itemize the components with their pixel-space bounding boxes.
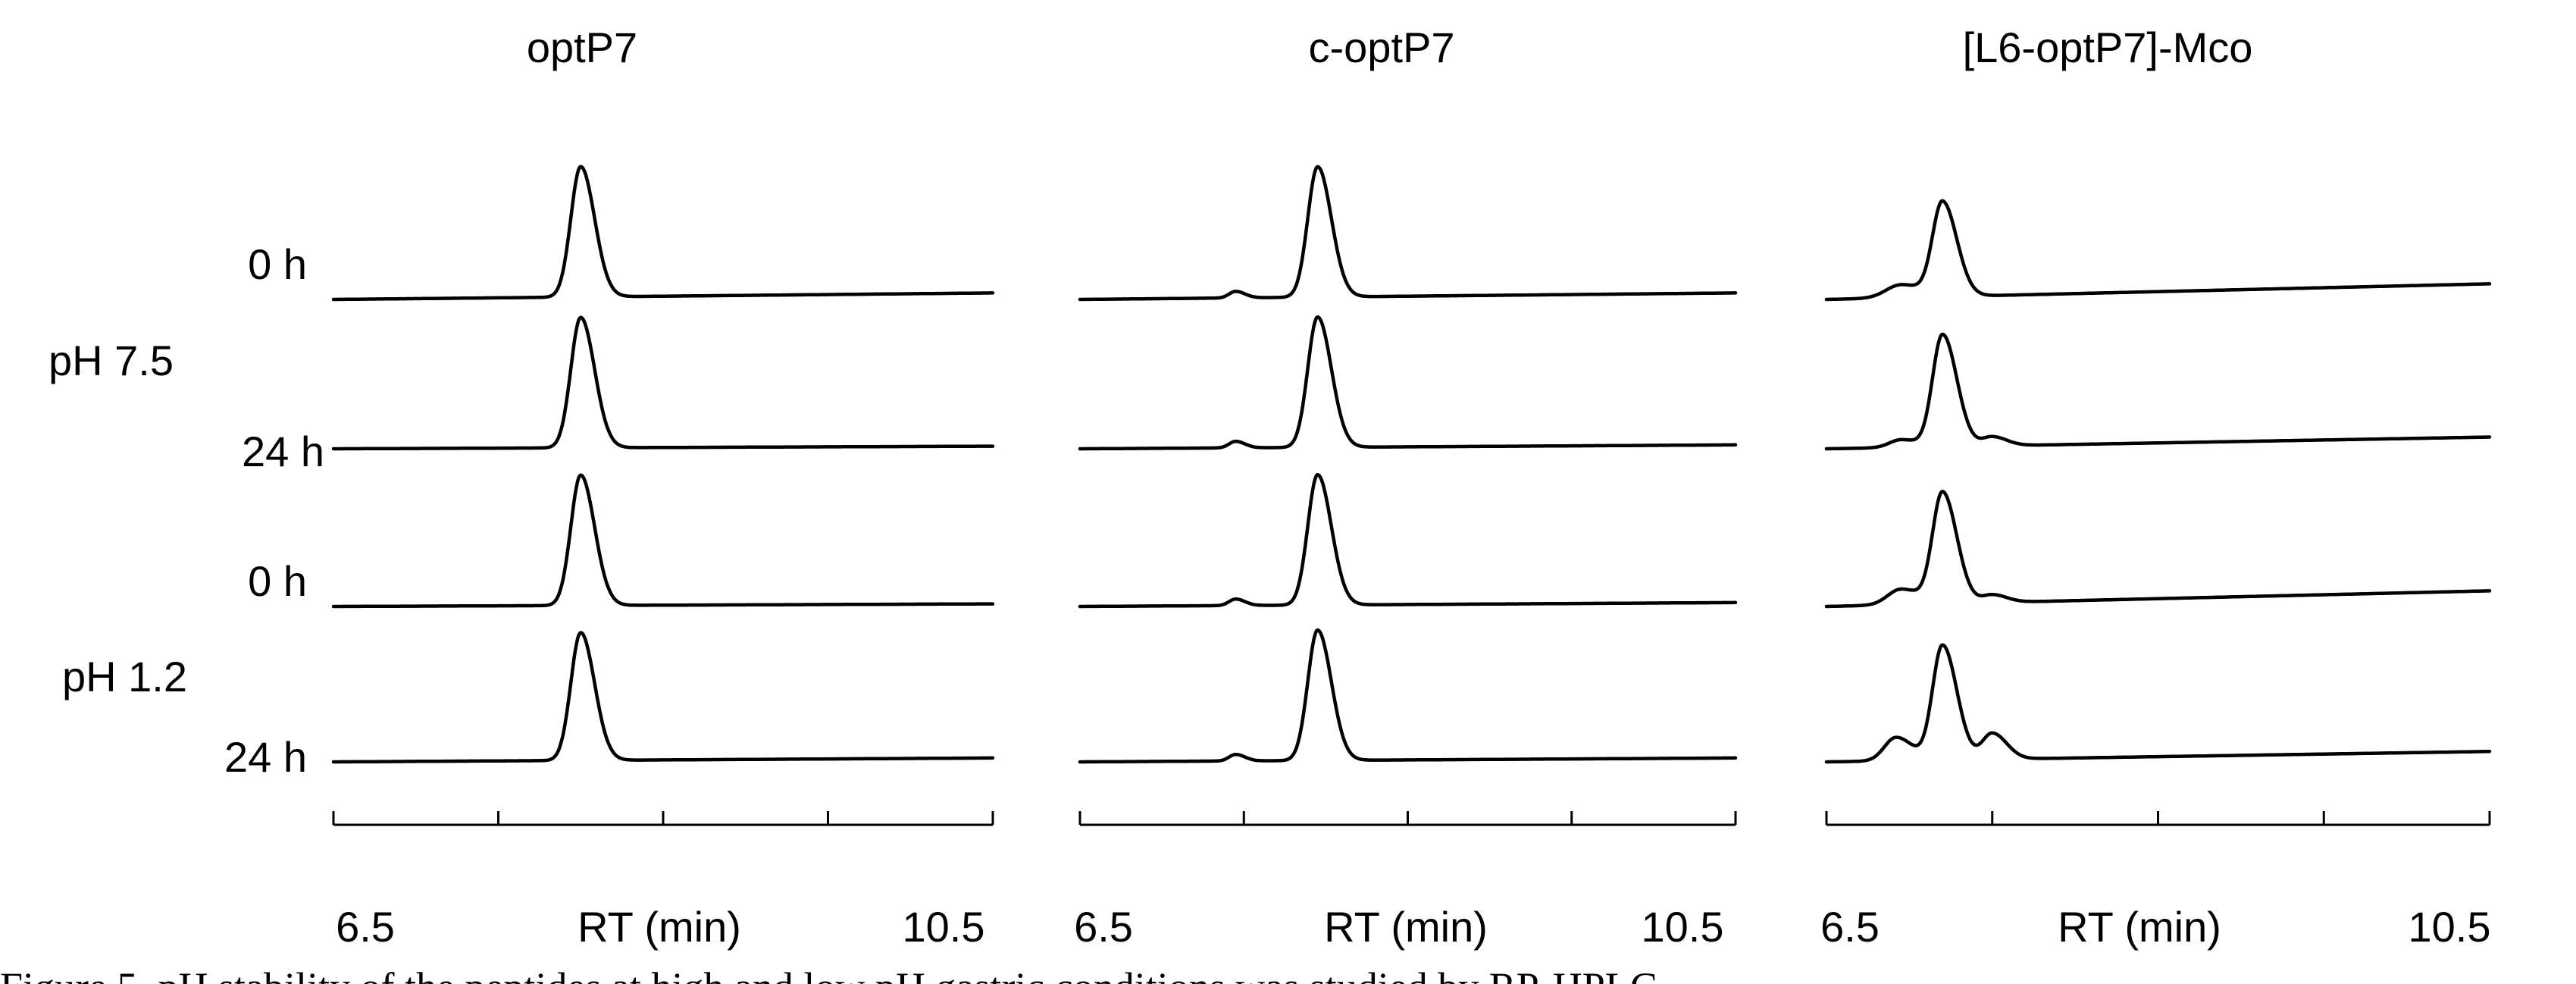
row-label-time: 0 h: [248, 557, 307, 605]
x-tick-label-min: 6.5: [1820, 903, 1880, 951]
chromatogram-trace: [331, 631, 995, 764]
chromatogram-trace: [1824, 199, 2492, 302]
chromatogram-trace: [331, 165, 995, 302]
x-tick-label-max: 10.5: [1642, 903, 1724, 951]
panel-optp7-traces: [331, 165, 995, 764]
x-tick-label-max: 10.5: [903, 903, 985, 951]
chromatogram-trace: [1824, 489, 2492, 609]
chromatogram-trace: [331, 473, 995, 609]
chromatogram-trace: [331, 315, 995, 451]
chromatogram-trace: [1078, 315, 1738, 451]
panel-title-l6-optp7-mco: [L6-optP7]-Mco: [1963, 24, 2253, 71]
x-tick-label-min: 6.5: [1074, 903, 1133, 951]
figure-caption: Figure 5. pH stability of the peptides a…: [0, 964, 1688, 984]
x-axis-label: RT (min): [2058, 903, 2221, 951]
chromatogram-trace: [1824, 332, 2492, 451]
panel-c-optp7-traces: [1078, 165, 1738, 764]
panel-optp7-x-axis: [332, 811, 994, 826]
chromatogram-trace: [1824, 643, 2492, 764]
panel-l6-optp7-mco-x-axis: [1825, 811, 2491, 826]
panel-c-optp7-x-axis: [1078, 811, 1737, 826]
row-label-time: 24 h: [242, 428, 324, 475]
panel-l6-optp7-mco-traces: [1824, 199, 2492, 764]
row-label-condition: pH 7.5: [49, 337, 174, 384]
panel-title-optp7: optP7: [527, 24, 637, 71]
x-tick-label-max: 10.5: [2409, 903, 2491, 951]
chromatogram-trace: [1078, 628, 1738, 764]
x-axis-label: RT (min): [577, 903, 741, 951]
row-label-time: 24 h: [224, 733, 307, 781]
row-label-condition: pH 1.2: [62, 653, 187, 700]
x-tick-label-min: 6.5: [336, 903, 395, 951]
row-label-time: 0 h: [248, 240, 307, 288]
panel-title-c-optp7: c-optP7: [1309, 24, 1455, 71]
chromatogram-trace: [1078, 473, 1738, 609]
chromatogram-trace: [1078, 165, 1738, 302]
x-axis-label: RT (min): [1324, 903, 1488, 951]
